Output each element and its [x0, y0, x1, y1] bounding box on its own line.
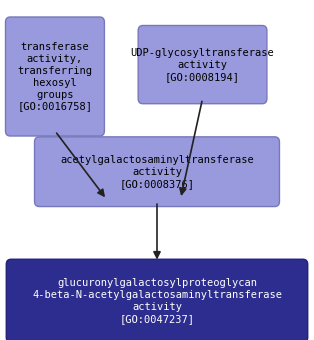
Text: glucuronylgalactosylproteoglycan
4-beta-N-acetylgalactosaminyltransferase
activi: glucuronylgalactosylproteoglycan 4-beta-…	[32, 278, 282, 324]
FancyBboxPatch shape	[35, 137, 279, 207]
FancyBboxPatch shape	[138, 26, 267, 104]
Text: transferase
activity,
transferring
hexosyl
groups
[GO:0016758]: transferase activity, transferring hexos…	[18, 41, 92, 112]
Text: acetylgalactosaminyltransferase
activity
[GO:0008376]: acetylgalactosaminyltransferase activity…	[60, 155, 254, 189]
FancyBboxPatch shape	[6, 259, 308, 340]
Text: UDP-glycosyltransferase
activity
[GO:0008194]: UDP-glycosyltransferase activity [GO:000…	[131, 48, 274, 82]
FancyBboxPatch shape	[6, 17, 104, 136]
